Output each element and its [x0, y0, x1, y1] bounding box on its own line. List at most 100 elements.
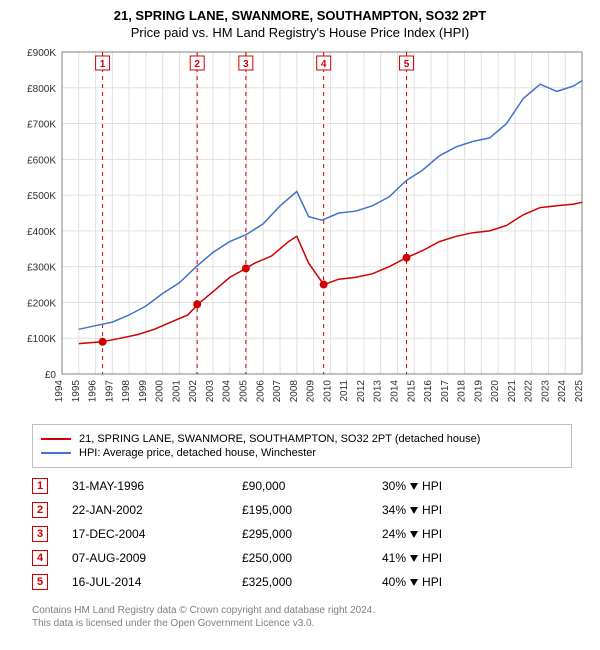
y-tick-label: £200K [27, 298, 56, 309]
tx-diff-pct: 24% [382, 527, 406, 541]
tx-diff-pct: 40% [382, 575, 406, 589]
transaction-marker-number: 3 [243, 59, 249, 70]
legend-item: 21, SPRING LANE, SWANMORE, SOUTHAMPTON, … [41, 433, 563, 445]
tx-date: 17-DEC-2004 [72, 527, 242, 541]
table-row: 1 31-MAY-1996£90,00030% HPI [32, 474, 572, 498]
x-tick-label: 2014 [389, 380, 400, 403]
x-tick-label: 2020 [490, 380, 501, 403]
tx-price: £90,000 [242, 479, 382, 493]
x-tick-label: 2023 [540, 380, 551, 403]
chevron-down-icon [410, 579, 418, 586]
x-tick-label: 2007 [272, 380, 283, 403]
footer-attribution: Contains HM Land Registry data © Crown c… [32, 604, 580, 630]
legend-label: HPI: Average price, detached house, Winc… [79, 447, 316, 459]
footer-line2: This data is licensed under the Open Gov… [32, 617, 580, 630]
chevron-down-icon [410, 531, 418, 538]
x-tick-label: 2005 [239, 380, 250, 403]
x-tick-label: 2000 [155, 380, 166, 403]
y-tick-label: £800K [27, 84, 56, 95]
transaction-marker-number: 2 [194, 59, 200, 70]
chevron-down-icon [410, 483, 418, 490]
x-tick-label: 2004 [222, 380, 233, 403]
legend: 21, SPRING LANE, SWANMORE, SOUTHAMPTON, … [32, 424, 572, 468]
chart-svg: £0£100K£200K£300K£400K£500K£600K£700K£80… [10, 44, 590, 414]
x-tick-label: 2015 [406, 380, 417, 403]
x-tick-label: 2010 [322, 380, 333, 403]
legend-item: HPI: Average price, detached house, Winc… [41, 447, 563, 459]
chart-title-line1: 21, SPRING LANE, SWANMORE, SOUTHAMPTON, … [10, 8, 590, 23]
tx-diff-vs: HPI [422, 479, 442, 493]
tx-diff-pct: 30% [382, 479, 406, 493]
tx-diff: 41% HPI [382, 551, 442, 565]
footer-line1: Contains HM Land Registry data © Crown c… [32, 604, 580, 617]
x-tick-label: 2016 [423, 380, 434, 403]
x-tick-label: 2006 [255, 380, 266, 403]
x-tick-label: 2025 [574, 380, 585, 403]
tx-number-badge: 2 [32, 502, 48, 518]
x-tick-label: 2003 [205, 380, 216, 403]
x-tick-label: 1996 [88, 380, 99, 403]
y-tick-label: £600K [27, 155, 56, 166]
chart-title-line2: Price paid vs. HM Land Registry's House … [10, 25, 590, 40]
x-tick-label: 2011 [339, 380, 350, 402]
x-tick-label: 1998 [121, 380, 132, 403]
x-tick-label: 1994 [54, 380, 65, 403]
y-tick-label: £700K [27, 120, 56, 131]
tx-diff-vs: HPI [422, 575, 442, 589]
tx-date: 31-MAY-1996 [72, 479, 242, 493]
table-row: 5 16-JUL-2014£325,00040% HPI [32, 570, 572, 594]
x-tick-label: 1997 [104, 380, 115, 403]
transaction-marker-number: 5 [404, 59, 410, 70]
tx-price: £325,000 [242, 575, 382, 589]
tx-price: £250,000 [242, 551, 382, 565]
legend-label: 21, SPRING LANE, SWANMORE, SOUTHAMPTON, … [79, 433, 480, 445]
x-tick-label: 2024 [557, 380, 568, 403]
tx-diff-vs: HPI [422, 503, 442, 517]
tx-diff: 34% HPI [382, 503, 442, 517]
tx-diff-vs: HPI [422, 551, 442, 565]
tx-price: £295,000 [242, 527, 382, 541]
x-tick-label: 1999 [138, 380, 149, 403]
x-tick-label: 2001 [171, 380, 182, 403]
x-tick-label: 1995 [71, 380, 82, 403]
tx-number-badge: 4 [32, 550, 48, 566]
chevron-down-icon [410, 555, 418, 562]
x-tick-label: 2018 [457, 380, 468, 403]
y-tick-label: £500K [27, 191, 56, 202]
title-block: 21, SPRING LANE, SWANMORE, SOUTHAMPTON, … [10, 8, 590, 40]
transaction-marker-number: 1 [100, 59, 106, 70]
y-tick-label: £0 [45, 370, 57, 381]
transactions-table: 1 31-MAY-1996£90,00030% HPI 2 22-JAN-2002£1… [32, 474, 572, 594]
legend-swatch [41, 438, 71, 440]
x-tick-label: 2008 [289, 380, 300, 403]
table-row: 3 17-DEC-2004£295,00024% HPI [32, 522, 572, 546]
x-tick-label: 2022 [524, 380, 535, 403]
y-tick-label: £900K [27, 48, 56, 59]
table-row: 2 22-JAN-2002£195,00034% HPI [32, 498, 572, 522]
tx-price: £195,000 [242, 503, 382, 517]
tx-diff-vs: HPI [422, 527, 442, 541]
chevron-down-icon [410, 507, 418, 514]
x-tick-label: 2002 [188, 380, 199, 403]
tx-number-badge: 3 [32, 526, 48, 542]
tx-diff: 40% HPI [382, 575, 442, 589]
x-tick-label: 2012 [356, 380, 367, 403]
tx-date: 16-JUL-2014 [72, 575, 242, 589]
tx-number-badge: 5 [32, 574, 48, 590]
legend-swatch [41, 452, 71, 454]
x-tick-label: 2021 [507, 380, 518, 403]
y-tick-label: £100K [27, 334, 56, 345]
x-tick-label: 2019 [473, 380, 484, 403]
x-tick-label: 2013 [373, 380, 384, 403]
table-row: 4 07-AUG-2009£250,00041% HPI [32, 546, 572, 570]
transaction-marker-number: 4 [321, 59, 327, 70]
tx-date: 22-JAN-2002 [72, 503, 242, 517]
tx-diff-pct: 41% [382, 551, 406, 565]
x-tick-label: 2009 [306, 380, 317, 403]
tx-number-badge: 1 [32, 478, 48, 494]
y-tick-label: £400K [27, 227, 56, 238]
tx-diff: 24% HPI [382, 527, 442, 541]
x-tick-label: 2017 [440, 380, 451, 403]
plot-bg [62, 52, 582, 374]
tx-date: 07-AUG-2009 [72, 551, 242, 565]
